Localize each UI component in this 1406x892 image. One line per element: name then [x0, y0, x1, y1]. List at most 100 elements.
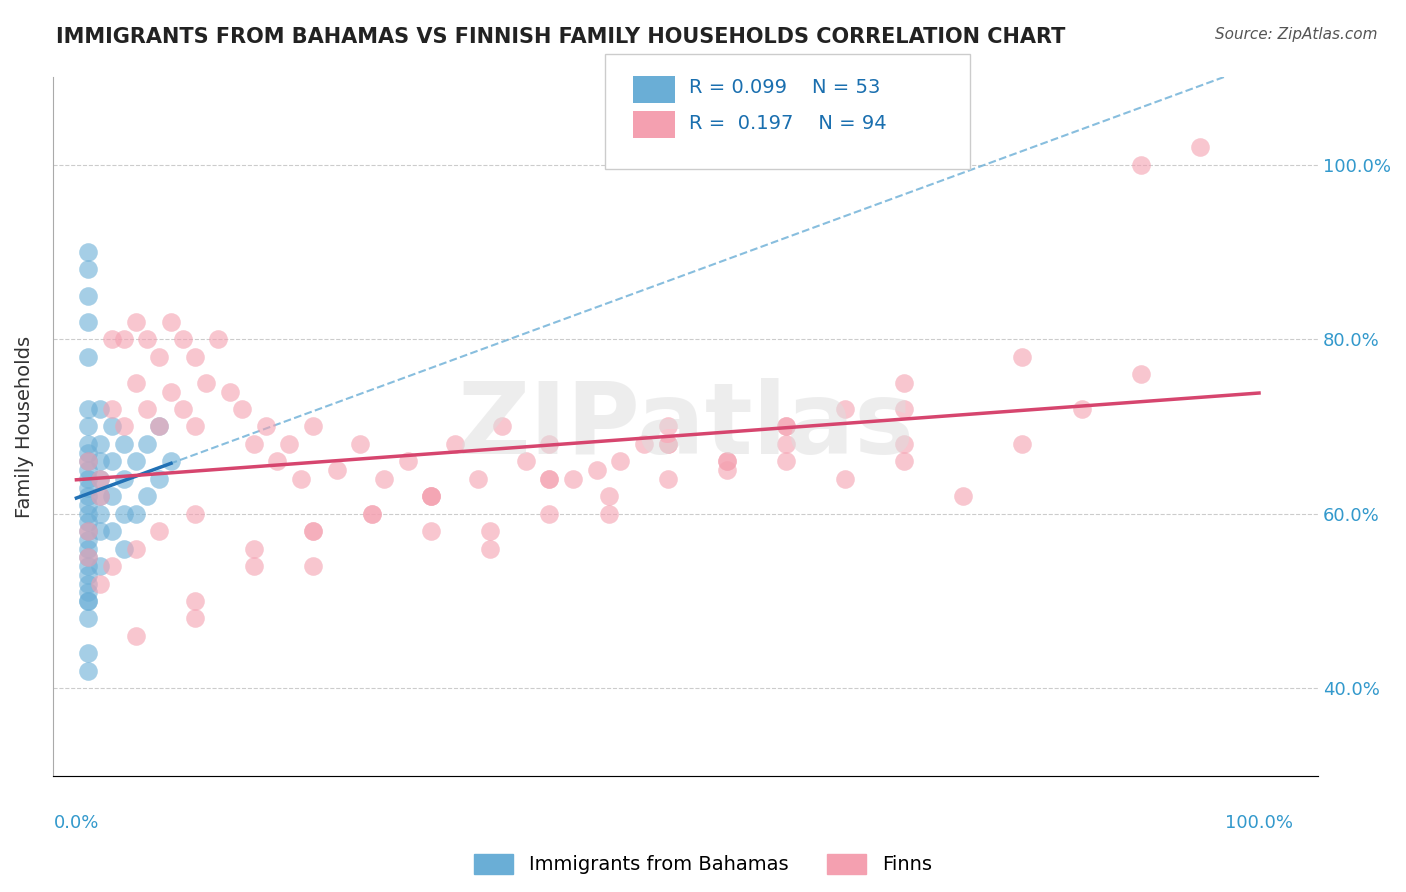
Point	[172, 332, 194, 346]
Point	[77, 550, 100, 565]
Point	[89, 507, 111, 521]
Point	[302, 419, 325, 434]
Point	[349, 437, 371, 451]
Point	[538, 507, 561, 521]
Point	[101, 524, 124, 539]
Point	[562, 472, 585, 486]
Point	[112, 419, 135, 434]
Point	[243, 559, 266, 574]
Point	[112, 332, 135, 346]
Point	[893, 402, 915, 417]
Point	[183, 594, 205, 608]
Point	[290, 472, 312, 486]
Point	[420, 524, 443, 539]
Point	[89, 472, 111, 486]
Point	[77, 445, 100, 459]
Point	[219, 384, 242, 399]
Point	[89, 576, 111, 591]
Point	[538, 437, 561, 451]
Point	[633, 437, 655, 451]
Point	[77, 472, 100, 486]
Point	[775, 437, 797, 451]
Point	[467, 472, 489, 486]
Point	[77, 524, 100, 539]
Point	[657, 419, 679, 434]
Point	[77, 507, 100, 521]
Point	[77, 402, 100, 417]
Point	[515, 454, 537, 468]
Text: R = 0.099    N = 53: R = 0.099 N = 53	[689, 78, 880, 97]
Point	[101, 454, 124, 468]
Point	[77, 437, 100, 451]
Point	[302, 524, 325, 539]
Point	[77, 262, 100, 277]
Point	[657, 437, 679, 451]
Point	[183, 507, 205, 521]
Point	[491, 419, 513, 434]
Point	[89, 454, 111, 468]
Point	[148, 472, 170, 486]
Point	[1129, 158, 1152, 172]
Point	[89, 559, 111, 574]
Point	[112, 437, 135, 451]
Point	[396, 454, 419, 468]
Point	[77, 567, 100, 582]
Point	[77, 559, 100, 574]
Point	[598, 507, 620, 521]
Point	[183, 419, 205, 434]
Point	[775, 419, 797, 434]
Point	[361, 507, 384, 521]
Point	[77, 463, 100, 477]
Point	[112, 507, 135, 521]
Point	[1129, 367, 1152, 381]
Point	[160, 315, 183, 329]
Point	[893, 437, 915, 451]
Point	[538, 472, 561, 486]
Text: R =  0.197    N = 94: R = 0.197 N = 94	[689, 113, 887, 133]
Point	[112, 541, 135, 556]
Legend: Immigrants from Bahamas, Finns: Immigrants from Bahamas, Finns	[467, 847, 939, 882]
Point	[183, 611, 205, 625]
Point	[585, 463, 607, 477]
Point	[302, 559, 325, 574]
Point	[657, 437, 679, 451]
Point	[77, 646, 100, 660]
Point	[420, 489, 443, 503]
Point	[77, 288, 100, 302]
Point	[716, 454, 738, 468]
Point	[136, 332, 159, 346]
Point	[89, 489, 111, 503]
Point	[77, 541, 100, 556]
Point	[77, 576, 100, 591]
Point	[278, 437, 301, 451]
Point	[101, 332, 124, 346]
Point	[302, 524, 325, 539]
Point	[77, 550, 100, 565]
Point	[254, 419, 277, 434]
Point	[89, 489, 111, 503]
Point	[101, 559, 124, 574]
Point	[77, 244, 100, 259]
Text: 100.0%: 100.0%	[1225, 814, 1294, 832]
Point	[77, 454, 100, 468]
Point	[952, 489, 974, 503]
Point	[775, 454, 797, 468]
Point	[77, 516, 100, 530]
Point	[893, 454, 915, 468]
Point	[124, 315, 146, 329]
Point	[420, 489, 443, 503]
Point	[101, 402, 124, 417]
Point	[77, 498, 100, 512]
Point	[124, 454, 146, 468]
Point	[77, 594, 100, 608]
Point	[148, 419, 170, 434]
Point	[243, 541, 266, 556]
Point	[243, 437, 266, 451]
Text: Source: ZipAtlas.com: Source: ZipAtlas.com	[1215, 27, 1378, 42]
Point	[124, 541, 146, 556]
Point	[77, 611, 100, 625]
Point	[657, 472, 679, 486]
Point	[136, 402, 159, 417]
Point	[195, 376, 218, 390]
Point	[373, 472, 395, 486]
